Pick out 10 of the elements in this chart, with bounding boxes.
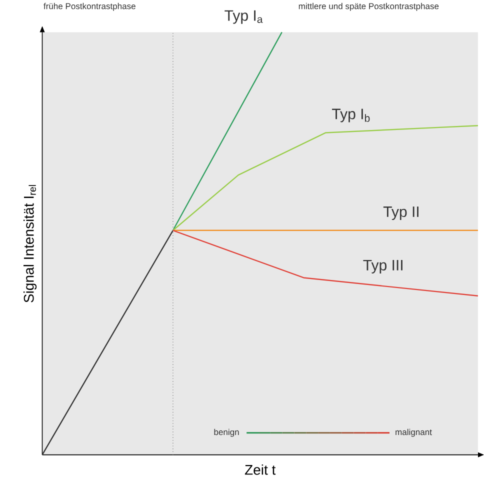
text: frühe Postkontrastphase (43, 2, 136, 11)
series-label: Typ II (383, 206, 418, 220)
annotation: malignant (395, 428, 432, 437)
series-label: Typ I$_{b}$ (332, 108, 370, 122)
series-label: Typ I$_{a}$ (224, 10, 263, 24)
series-label: Typ III (362, 260, 402, 274)
text: mittlere und späte Postkontrastphase (298, 2, 438, 11)
x-axis-title: Zeit t (244, 464, 276, 475)
y-axis-title: Signal Intensität I$_{rel}$ (23, 185, 36, 302)
annotation: benign (214, 428, 239, 437)
